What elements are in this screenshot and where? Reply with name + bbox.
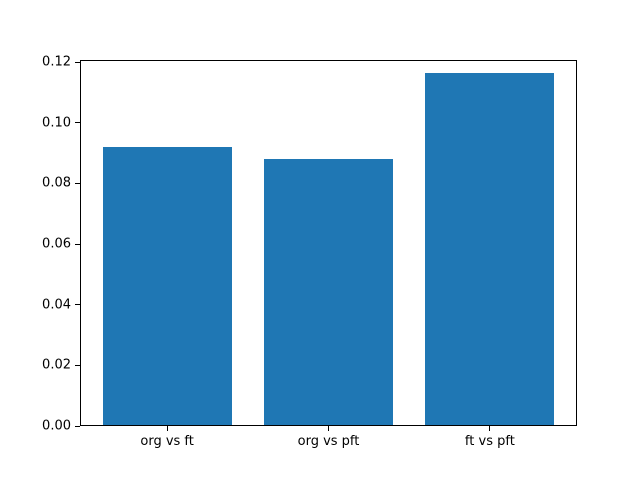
y-tick-label: 0.06 (42, 236, 71, 252)
y-tick-mark (75, 61, 80, 63)
y-tick-label: 0.08 (42, 175, 71, 191)
x-tick-mark (166, 426, 168, 431)
x-tick-mark (328, 426, 329, 431)
x-tick-label: org vs ft (140, 434, 194, 449)
y-tick-label: 0.02 (42, 357, 71, 373)
y-tick-mark (75, 243, 80, 245)
x-tick-label: org vs pft (297, 434, 360, 449)
bar-org-vs-pft (263, 158, 394, 425)
y-tick-label: 0.00 (42, 418, 71, 434)
y-tick-mark (75, 304, 80, 306)
y-tick-mark (75, 425, 80, 427)
y-tick-label: 0.12 (42, 54, 71, 70)
y-tick-label: 0.04 (42, 297, 71, 313)
x-tick-mark (489, 426, 491, 431)
bar-org-vs-ft (102, 146, 232, 425)
y-tick-label: 0.10 (42, 115, 71, 131)
bar-ft-vs-pft (425, 72, 555, 425)
plot-area (80, 60, 577, 426)
x-tick-label: ft vs pft (464, 434, 515, 449)
y-tick-mark (75, 364, 80, 366)
y-tick-mark (75, 122, 80, 124)
y-tick-mark (75, 182, 80, 184)
